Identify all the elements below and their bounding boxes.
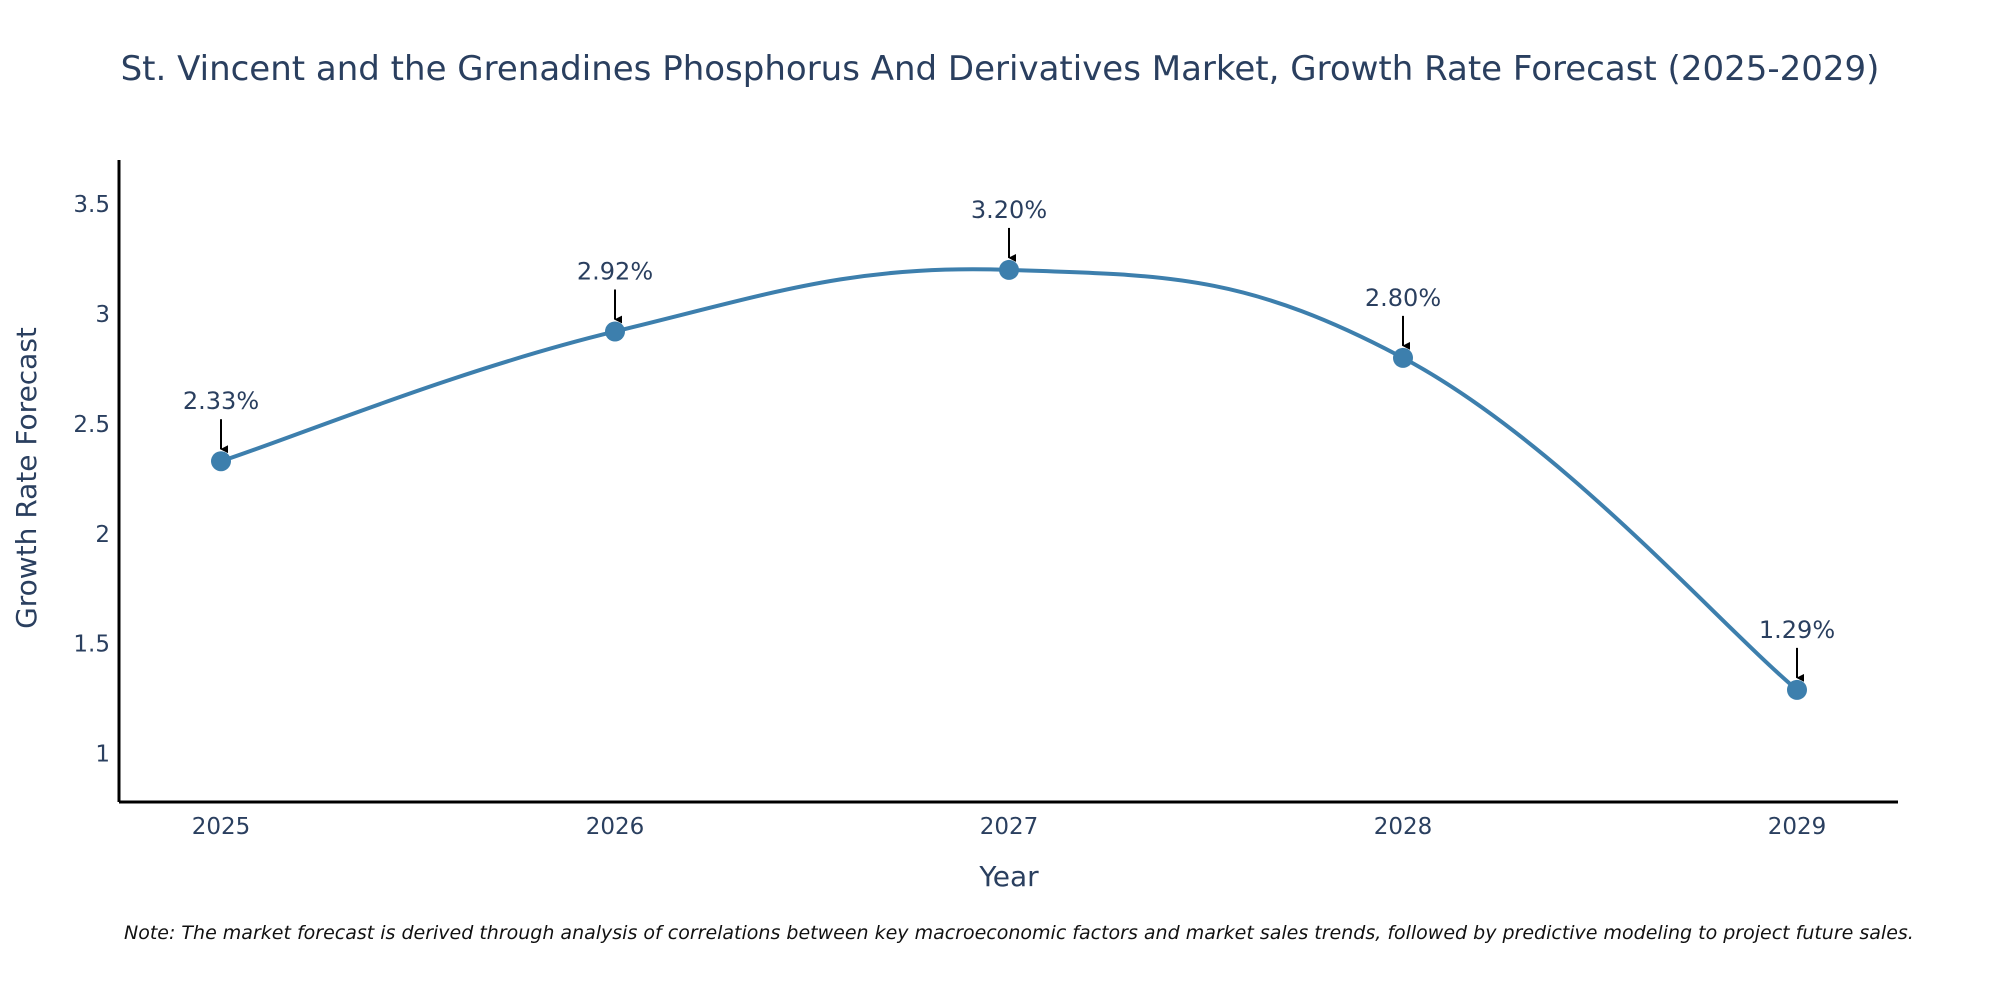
y-tick-label: 1.5 bbox=[73, 632, 110, 658]
y-tick-label: 1 bbox=[95, 742, 110, 768]
data-annotations: 2.33% 2.92% 3.20% 2.80% 1.29% bbox=[183, 196, 1835, 682]
y-ticks: 1 1.5 2 2.5 3 3.5 bbox=[73, 192, 110, 768]
x-tick-label: 2029 bbox=[1768, 814, 1827, 840]
y-axis: 1 1.5 2 2.5 3 3.5 bbox=[73, 160, 121, 802]
y-tick-label: 3 bbox=[95, 302, 110, 328]
data-point bbox=[1393, 347, 1413, 368]
data-label: 2.92% bbox=[577, 257, 653, 285]
series-line bbox=[219, 267, 1799, 692]
data-markers bbox=[211, 259, 1807, 700]
y-axis-title: Growth Rate Forecast bbox=[10, 327, 43, 629]
data-label: 3.20% bbox=[971, 196, 1047, 224]
footnote: Note: The market forecast is derived thr… bbox=[124, 922, 1914, 944]
data-point bbox=[605, 321, 625, 342]
y-tick-label: 2 bbox=[95, 522, 110, 548]
x-tick-label: 2028 bbox=[1374, 814, 1433, 840]
data-label: 1.29% bbox=[1759, 616, 1835, 644]
data-point bbox=[1787, 679, 1807, 700]
x-tick-label: 2026 bbox=[586, 814, 645, 840]
data-point bbox=[211, 451, 231, 472]
plot-area: 2.33% 2.92% 3.20% 2.80% 1.29% bbox=[183, 196, 1835, 700]
data-label: 2.33% bbox=[183, 387, 259, 415]
x-axis-title: Year bbox=[978, 860, 1039, 893]
chart-title: St. Vincent and the Grenadines Phosphoru… bbox=[121, 49, 1880, 89]
x-axis: 2025 2026 2027 2028 2029 bbox=[119, 800, 1898, 840]
data-point bbox=[999, 259, 1019, 280]
y-tick-label: 3.5 bbox=[73, 192, 110, 218]
x-ticks: 2025 2026 2027 2028 2029 bbox=[192, 814, 1827, 840]
data-label: 2.80% bbox=[1365, 284, 1441, 312]
x-tick-label: 2027 bbox=[980, 814, 1039, 840]
x-tick-label: 2025 bbox=[192, 814, 251, 840]
y-tick-label: 2.5 bbox=[73, 412, 110, 438]
